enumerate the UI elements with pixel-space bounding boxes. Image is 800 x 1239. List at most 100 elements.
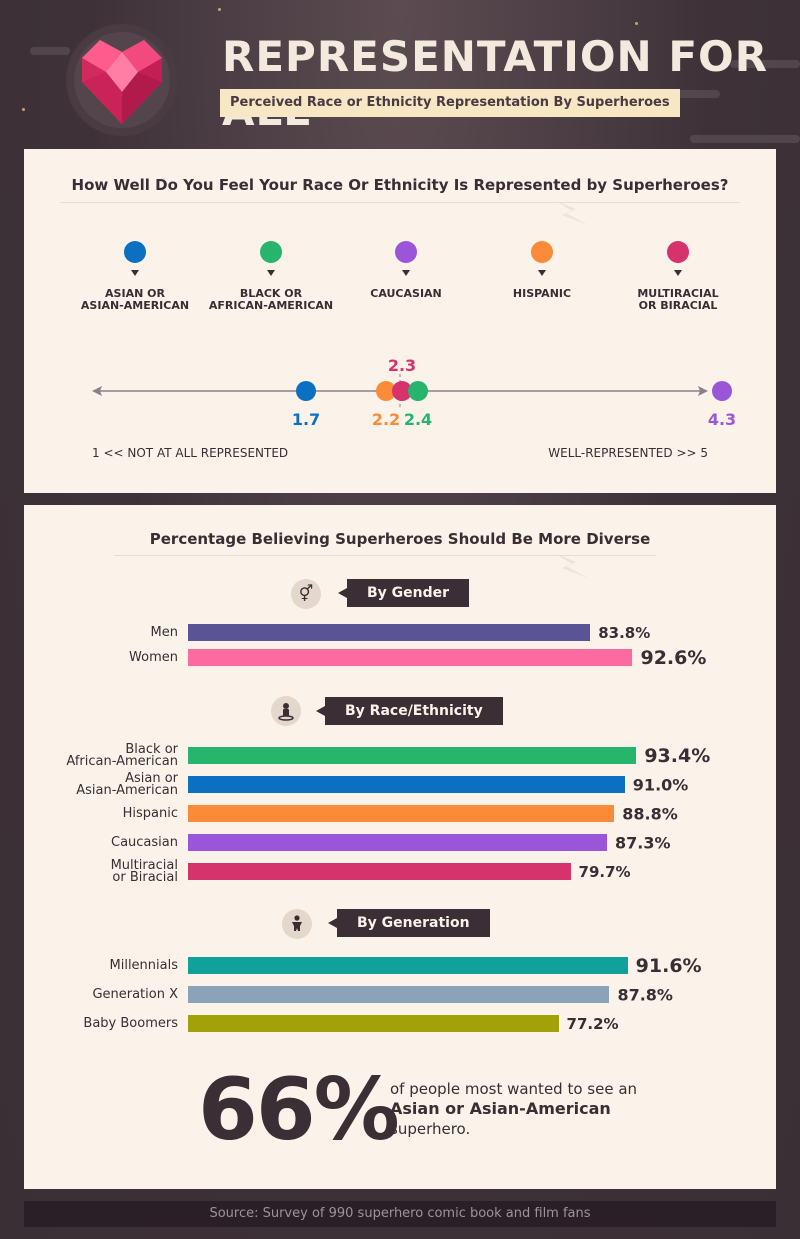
bar-row: Caucasian 87.3% (24, 832, 776, 854)
legend-label: MULTIRACIAL OR BIRACIAL (637, 287, 719, 312)
scale-point-label: 4.3 (708, 410, 736, 429)
stat-text-before: of people most wanted to see an (390, 1080, 638, 1098)
legend-arrow-icon (538, 270, 546, 276)
bar (188, 986, 610, 1003)
legend-label: HISPANIC (512, 287, 572, 300)
scale-arrow-left-icon (92, 386, 102, 396)
bar (188, 805, 615, 822)
bar-row: Women 92.6% (24, 647, 776, 669)
background-star (218, 8, 221, 11)
scale-min-caption: 1 << NOT AT ALL REPRESENTED (92, 446, 289, 460)
legend-color-dot (667, 241, 689, 263)
bar-label: Multiracial or Biracial (110, 858, 178, 885)
big-stat-value: 66% (198, 1060, 400, 1160)
bar-value-label: 92.6% (640, 647, 707, 669)
bar-row: Men 83.8% (24, 622, 776, 644)
scale-point (376, 381, 396, 401)
representation-panel: How Well Do You Feel Your Race Or Ethnic… (24, 149, 776, 493)
legend-color-dot (124, 241, 146, 263)
bar-row: Hispanic 88.8% (24, 803, 776, 825)
legend-arrow-icon (131, 270, 139, 276)
bar-label: Women (129, 650, 178, 665)
bar-value-label: 91.6% (635, 955, 702, 977)
legend-item: ASIAN OR ASIAN-AMERICAN (60, 241, 210, 312)
legend-color-dot (531, 241, 553, 263)
scale-point (392, 381, 412, 401)
background-star (635, 22, 638, 25)
bar-label: Baby Boomers (83, 1016, 178, 1031)
legend-color-dot (260, 241, 282, 263)
bar-row: Generation X 87.8% (24, 984, 776, 1006)
bar-value-label: 91.0% (632, 775, 689, 795)
bar-row: Baby Boomers 77.2% (24, 1013, 776, 1035)
bar-row: Asian or Asian-American 91.0% (24, 771, 776, 798)
legend-label: ASIAN OR ASIAN-AMERICAN (80, 287, 190, 312)
source-footer: Source: Survey of 990 superhero comic bo… (24, 1201, 776, 1227)
scale-arrow-right-icon (698, 386, 708, 396)
race-tag-label: By Race/Ethnicity (316, 697, 503, 725)
scale-max-caption: WELL-REPRESENTED >> 5 (548, 446, 708, 460)
scale-point-label: 2.4 (404, 410, 432, 429)
bar-value-label: 87.3% (615, 833, 671, 853)
diversity-heading: Percentage Believing Superheroes Should … (149, 530, 651, 548)
scale-point (408, 381, 428, 401)
legend-arrow-icon (267, 270, 275, 276)
bar (188, 957, 628, 974)
legend-label: CAUCASIAN (370, 287, 442, 300)
stat-text-after: superhero. (390, 1120, 471, 1138)
gender-tag-label: By Gender (337, 579, 470, 607)
bar-value-label: 77.2% (566, 1015, 619, 1033)
bar-label: Caucasian (111, 835, 178, 850)
bar-row: Millennials 91.6% (24, 955, 776, 977)
legend-item: BLACK OR AFRICAN-AMERICAN (196, 241, 346, 312)
legend-color-dot (395, 241, 417, 263)
heart-logo-icon (66, 24, 178, 136)
background-streak (30, 47, 70, 55)
lightning-bolt-icon (556, 554, 588, 578)
legend-item: CAUCASIAN (331, 241, 481, 300)
bar (188, 1015, 559, 1032)
background-streak (730, 60, 800, 68)
legend-arrow-icon (674, 270, 682, 276)
diversity-panel: Percentage Believing Superheroes Should … (24, 505, 776, 1189)
legend-item: HISPANIC (467, 241, 617, 300)
bar-label: Black or African-American (66, 742, 178, 769)
scale-point-label: 2.2 (372, 410, 400, 429)
bar (188, 624, 591, 641)
background-star (22, 108, 25, 111)
bar-label: Millennials (109, 958, 179, 973)
bar-label: Asian or Asian-American (76, 771, 178, 798)
page-title: REPRESENTATION FOR ALL (222, 32, 769, 135)
representation-scale-chart: 1.7 2.2 2.3 2.4 4.3 (92, 356, 736, 429)
bar (188, 776, 625, 793)
legend-item: MULTIRACIAL OR BIRACIAL (603, 241, 753, 312)
scale-point-label: 1.7 (292, 410, 320, 429)
bar-label: Hispanic (122, 806, 178, 821)
stat-description: of people most wanted to see an Asian or… (390, 1079, 670, 1139)
bar (188, 649, 633, 666)
heading-divider (114, 555, 656, 556)
representation-heading: How Well Do You Feel Your Race Or Ethnic… (71, 176, 729, 194)
legend-label: BLACK OR AFRICAN-AMERICAN (208, 287, 334, 312)
bar-row: Multiracial or Biracial 79.7% (24, 858, 776, 885)
legend-arrow-icon (402, 270, 410, 276)
bar-value-label: 88.8% (622, 804, 678, 824)
child-figure-icon (282, 909, 312, 939)
bar-label: Generation X (92, 987, 178, 1002)
background-streak (690, 135, 800, 143)
gender-symbol-icon: ⚥ (291, 579, 321, 609)
bar (188, 747, 637, 764)
scale-point (296, 381, 316, 401)
background-streak (660, 90, 720, 98)
bar (188, 834, 608, 851)
bar-row: Black or African-American 93.4% (24, 742, 776, 769)
stat-text-bold: Asian or Asian-American (390, 1099, 611, 1118)
person-pin-icon (271, 696, 301, 726)
scale-point-label: 2.3 (388, 356, 416, 375)
bar (188, 863, 571, 880)
page-subtitle: Perceived Race or Ethnicity Representati… (220, 89, 680, 117)
scale-point (712, 381, 732, 401)
bar-value-label: 93.4% (644, 745, 711, 767)
lightning-bolt-icon (556, 201, 588, 225)
bar-value-label: 87.8% (617, 985, 673, 1005)
